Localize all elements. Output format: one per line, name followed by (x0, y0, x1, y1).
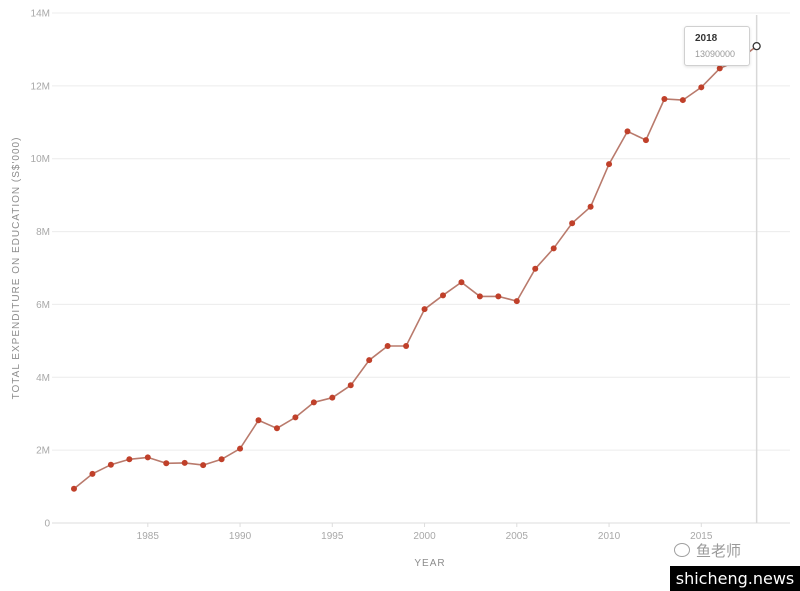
data-point[interactable] (292, 414, 299, 421)
data-point[interactable] (181, 459, 188, 466)
y-tick-label: 10M (31, 154, 50, 165)
y-tick-label: 2M (36, 446, 50, 457)
x-tick-label: 1985 (137, 531, 160, 542)
data-point[interactable] (679, 97, 686, 104)
data-point[interactable] (218, 456, 225, 463)
tooltip-year: 2018 (695, 33, 718, 44)
y-tick-label: 0 (44, 519, 50, 530)
data-point[interactable] (347, 382, 354, 389)
data-point[interactable] (624, 128, 631, 135)
data-point[interactable] (384, 342, 391, 349)
hover-tooltip: 2018 13090000 (684, 26, 750, 66)
data-point[interactable] (273, 425, 280, 432)
data-point[interactable] (440, 292, 446, 299)
y-tick-label: 14M (31, 9, 50, 20)
data-point[interactable] (532, 265, 539, 272)
data-point[interactable] (71, 485, 77, 492)
data-point[interactable] (329, 394, 336, 401)
data-point[interactable] (698, 84, 705, 91)
data-point[interactable] (200, 462, 207, 469)
wechat-icon (674, 543, 690, 557)
data-point[interactable] (126, 456, 133, 463)
x-tick-label: 1995 (321, 531, 344, 542)
y-tick-label: 4M (36, 373, 50, 384)
y-axis-title: TOTAL EXPENDITURE ON EDUCATION (S$'000) (11, 137, 22, 400)
y-axis-ticks: 0 2M 4M 6M 8M 10M 12M 14M (31, 9, 51, 530)
x-tick-label: 2015 (690, 531, 713, 542)
data-point[interactable] (716, 65, 723, 72)
site-watermark-badge: shicheng.news (670, 566, 800, 591)
x-axis-title: YEAR (414, 558, 445, 569)
data-point[interactable] (144, 454, 151, 461)
data-point[interactable] (107, 461, 114, 468)
data-points[interactable] (71, 43, 760, 492)
data-point[interactable] (421, 306, 428, 313)
data-point[interactable] (569, 220, 576, 227)
x-tick-label: 2000 (413, 531, 436, 542)
x-tick-label: 1990 (229, 531, 252, 542)
y-tick-label: 6M (36, 300, 50, 311)
x-axis-ticks: 1985 1990 1995 2000 2005 2010 2015 (52, 522, 790, 542)
watermark-brand: 鱼老师 (674, 540, 741, 561)
data-point[interactable] (458, 279, 465, 286)
x-tick-label: 2010 (598, 531, 621, 542)
x-tick-label: 2005 (506, 531, 529, 542)
data-point[interactable] (237, 445, 244, 452)
data-point[interactable] (403, 342, 410, 349)
data-point[interactable] (255, 417, 262, 424)
data-point[interactable] (310, 399, 317, 406)
series-line (73, 45, 758, 490)
grid-lines (52, 12, 790, 524)
data-point[interactable] (163, 460, 170, 467)
data-point[interactable] (606, 161, 613, 168)
tooltip-value: 13090000 (695, 49, 736, 59)
y-tick-label: 8M (36, 227, 50, 238)
y-tick-label: 12M (31, 81, 50, 92)
data-point[interactable] (89, 470, 96, 477)
watermark-brand-text: 鱼老师 (696, 542, 742, 560)
data-point[interactable] (495, 293, 502, 300)
hover-point-marker (752, 42, 761, 51)
data-point[interactable] (661, 95, 668, 102)
data-point[interactable] (513, 298, 520, 305)
data-point[interactable] (587, 203, 594, 210)
data-point[interactable] (642, 137, 649, 144)
data-point[interactable] (366, 357, 373, 364)
data-point[interactable] (476, 293, 483, 300)
data-point[interactable] (550, 245, 557, 252)
